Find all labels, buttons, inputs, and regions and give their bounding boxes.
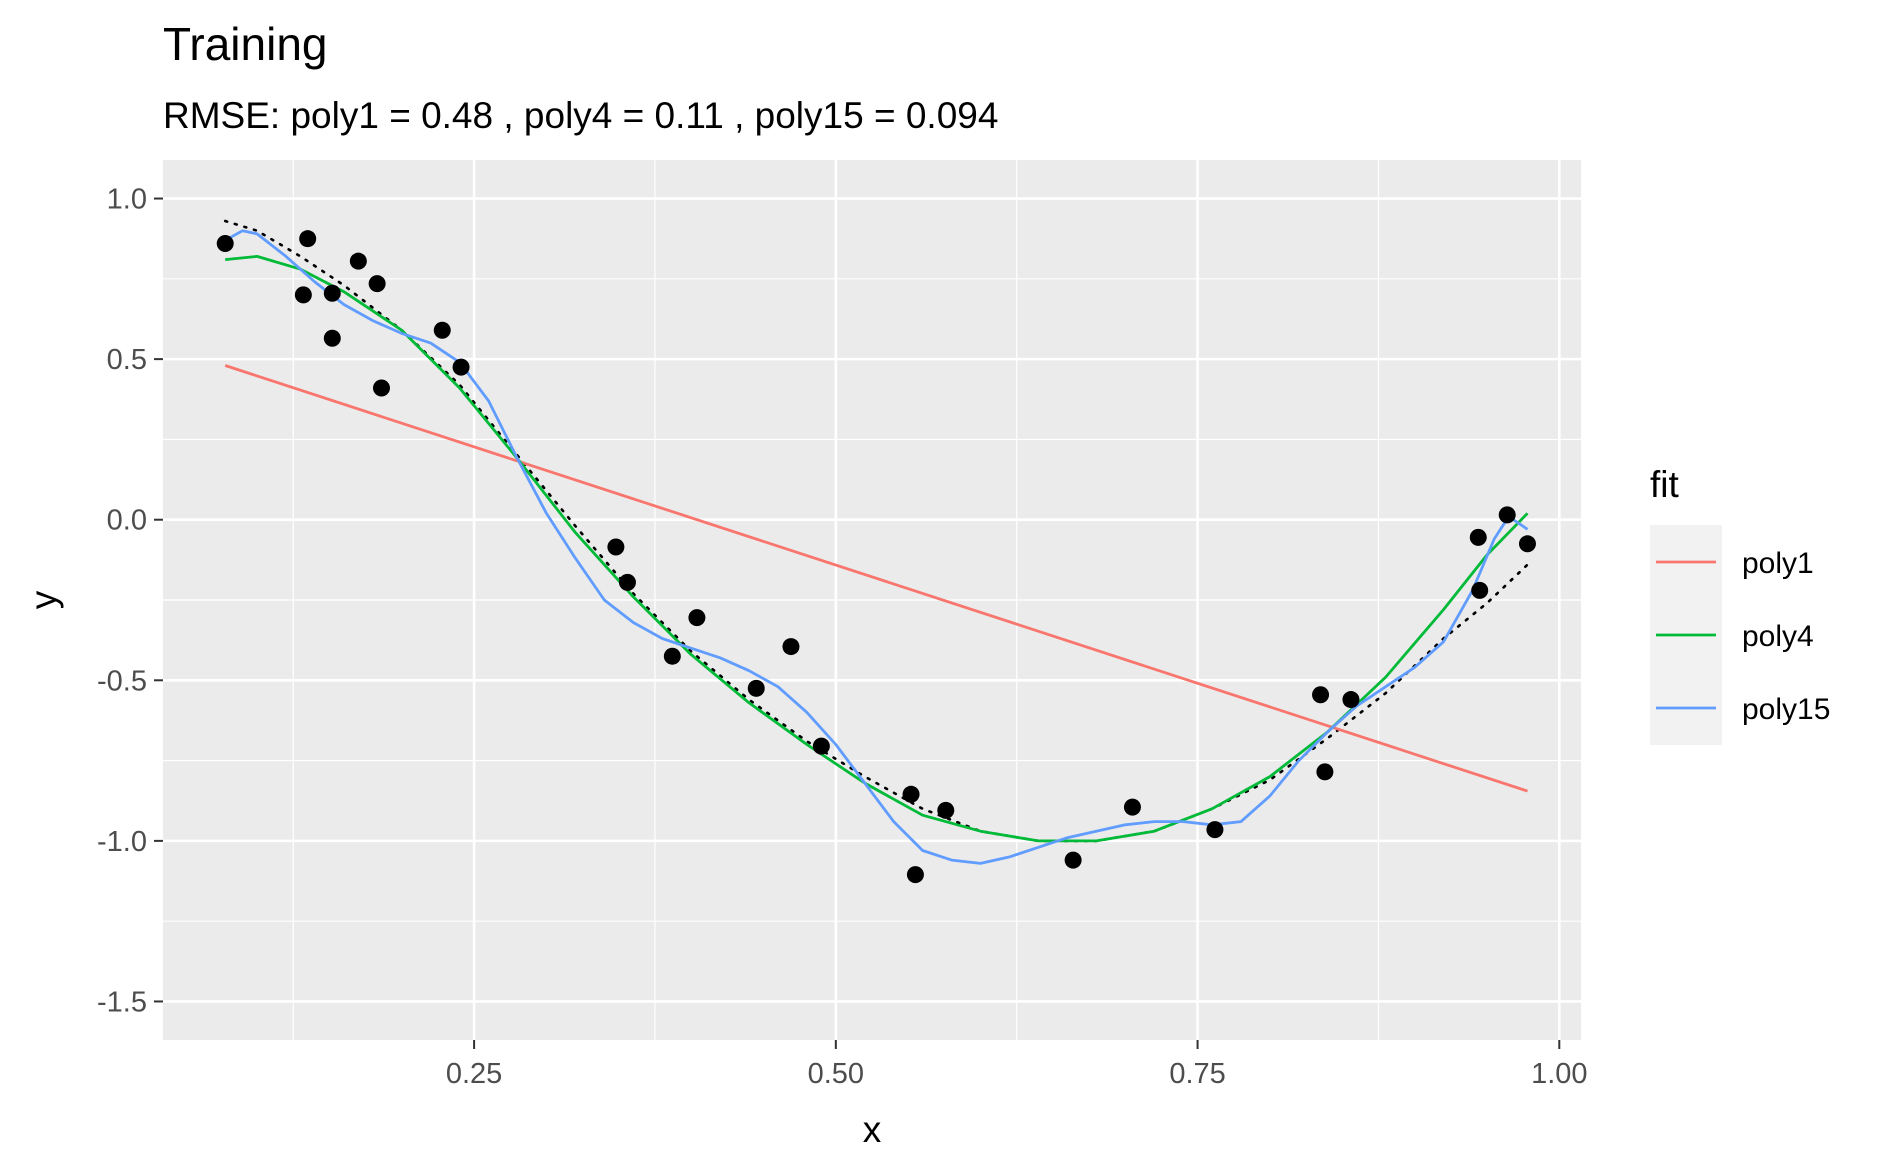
x-tick-label: 0.50 — [808, 1058, 864, 1090]
data-point — [1316, 763, 1334, 781]
data-point — [299, 230, 317, 248]
data-point — [1206, 821, 1224, 839]
x-axis: 0.25 0.50 0.75 1.00 — [446, 1040, 1588, 1090]
data-point — [663, 647, 681, 665]
x-tick-label: 0.75 — [1169, 1058, 1225, 1090]
data-point — [618, 573, 636, 591]
data-point — [433, 321, 451, 339]
y-tick-label: -1.0 — [97, 826, 147, 858]
data-point — [906, 866, 924, 884]
y-tick-label: -0.5 — [97, 665, 147, 697]
x-axis-title: x — [863, 1109, 882, 1150]
x-tick-label: 1.00 — [1531, 1058, 1587, 1090]
data-point — [1312, 686, 1330, 704]
data-point — [372, 379, 390, 397]
legend-label-poly1: poly1 — [1742, 547, 1814, 580]
data-point — [323, 284, 341, 302]
data-point — [1471, 581, 1489, 599]
data-point — [1342, 691, 1360, 709]
chart-title: Training — [163, 18, 327, 70]
data-point — [607, 538, 625, 556]
data-point — [902, 785, 920, 803]
y-tick-label: -1.5 — [97, 986, 147, 1018]
series-line-poly1 — [224, 364, 1528, 793]
chart-subtitle: RMSE: poly1 = 0.48 , poly4 = 0.11 , poly… — [163, 95, 998, 136]
data-point — [323, 329, 341, 347]
data-point — [1469, 528, 1487, 546]
y-axis: -1.5 -1.0 -0.5 0.0 0.5 1.0 — [97, 184, 163, 1018]
data-point — [1498, 506, 1516, 524]
legend-label-poly15: poly15 — [1742, 693, 1830, 726]
data-point — [1518, 535, 1536, 553]
data-point — [368, 275, 386, 293]
data-point — [349, 252, 367, 270]
data-point — [1123, 798, 1141, 816]
y-tick-label: 0.5 — [107, 344, 147, 376]
data-point — [1064, 851, 1082, 869]
y-axis-title: y — [23, 590, 64, 609]
y-tick-label: 1.0 — [107, 184, 147, 216]
data-points — [216, 230, 1536, 884]
data-point — [294, 286, 312, 304]
fit-lines — [224, 229, 1529, 865]
x-tick-label: 0.25 — [446, 1058, 502, 1090]
data-point — [937, 801, 955, 819]
data-point — [782, 638, 800, 656]
gridlines — [163, 160, 1581, 1040]
data-point — [452, 358, 470, 376]
legend-label-poly4: poly4 — [1742, 620, 1814, 653]
data-point — [747, 679, 765, 697]
data-point — [812, 737, 830, 755]
legend: fit poly1 poly4 poly15 — [1650, 464, 1830, 745]
legend-title: fit — [1650, 464, 1680, 505]
y-tick-label: 0.0 — [107, 505, 147, 537]
data-point — [688, 609, 706, 627]
data-point — [216, 235, 234, 253]
series-line-poly15 — [224, 229, 1529, 865]
